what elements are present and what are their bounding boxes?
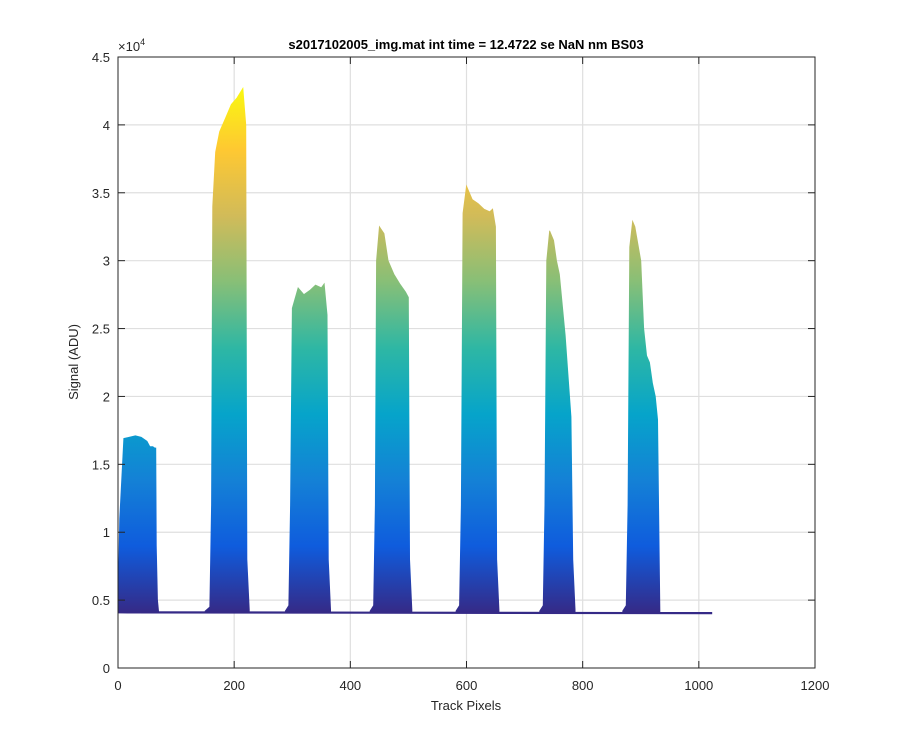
chart-title: s2017102005_img.mat int time = 12.4722 s… xyxy=(288,37,643,52)
y-tick-label: 1 xyxy=(103,525,110,540)
peak-area-4 xyxy=(369,225,413,613)
x-tick-label: 400 xyxy=(339,678,361,693)
y-exponent-label: ×104 xyxy=(118,37,145,54)
x-tick-labels: 0 200 400 600 800 1000 1200 xyxy=(114,678,829,693)
x-tick-label: 800 xyxy=(572,678,594,693)
peak-area-3 xyxy=(284,282,331,613)
baseline-trace xyxy=(118,611,713,615)
y-exponent-base: ×10 xyxy=(118,39,140,54)
y-tick-label: 1.5 xyxy=(92,457,110,472)
peak-area-2 xyxy=(204,86,250,613)
y-tick-label: 3 xyxy=(103,254,110,269)
y-exponent-power: 4 xyxy=(140,37,145,47)
x-tick-label: 1000 xyxy=(684,678,713,693)
x-tick-label: 1200 xyxy=(801,678,830,693)
y-tick-label: 3.5 xyxy=(92,186,110,201)
data-areas xyxy=(118,86,713,615)
peak-area-5 xyxy=(455,184,500,613)
axes xyxy=(117,56,816,669)
y-tick-label: 0 xyxy=(103,661,110,676)
y-tick-label: 2.5 xyxy=(92,322,110,337)
peak-area-6 xyxy=(539,230,576,613)
x-axis-label: Track Pixels xyxy=(431,698,502,713)
y-axis-label: Signal (ADU) xyxy=(66,324,81,400)
peak-area-7 xyxy=(622,219,661,613)
x-tick-label: 200 xyxy=(223,678,245,693)
peak-area-1 xyxy=(118,435,160,613)
y-tick-label: 0.5 xyxy=(92,593,110,608)
y-tick-label: 2 xyxy=(103,389,110,404)
x-tick-label: 600 xyxy=(456,678,478,693)
x-tick-label: 0 xyxy=(114,678,121,693)
y-tick-label: 4 xyxy=(103,118,110,133)
y-tick-labels: 0 0.5 1 1.5 2 2.5 3 3.5 4 4.5 xyxy=(92,50,110,676)
y-tick-label: 4.5 xyxy=(92,50,110,65)
